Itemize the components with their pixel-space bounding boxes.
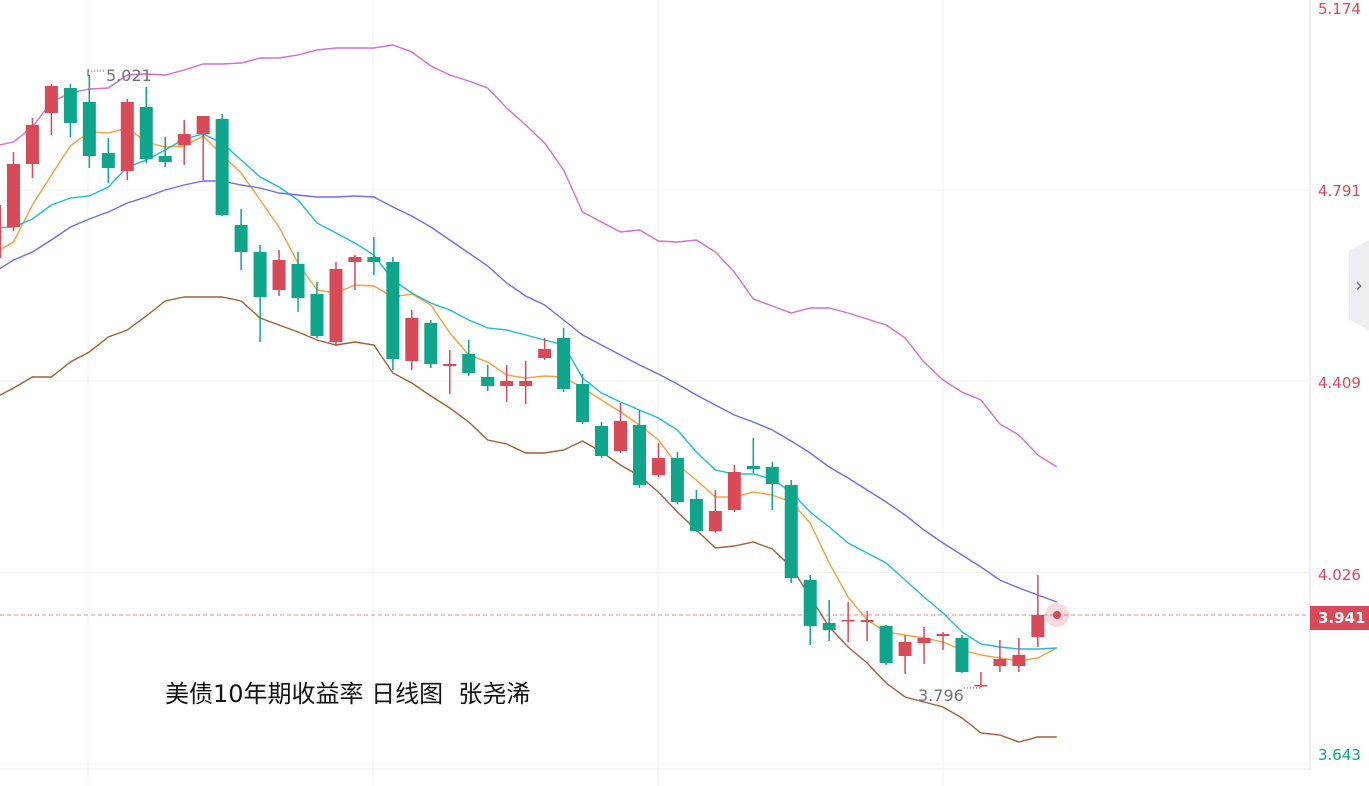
candle-body [386, 262, 400, 359]
candle-body [120, 102, 134, 171]
candlestick-chart [0, 0, 1310, 786]
candle-body [44, 86, 58, 113]
candle-body [803, 580, 817, 626]
candle-body [1012, 655, 1026, 666]
candle-body [689, 499, 703, 531]
candle-body [63, 88, 77, 123]
high-price-label: 5.021 [106, 66, 152, 85]
candle-body [6, 164, 20, 227]
candle-body [196, 116, 210, 134]
candle-body [25, 125, 39, 164]
y-tick-label: 5.174 [1318, 0, 1361, 18]
candle-body [727, 472, 741, 510]
candle-body [614, 421, 628, 451]
candle-body [708, 511, 722, 531]
candle-body [538, 349, 552, 358]
candle-body [898, 642, 912, 656]
y-tick-label: 4.026 [1318, 566, 1361, 584]
candle-body [993, 659, 1007, 666]
current-price-dot [1053, 611, 1061, 619]
candle-body [177, 134, 191, 145]
candle-body [841, 620, 855, 622]
candle-body [367, 257, 381, 262]
line-ma20 [0, 180, 1058, 603]
candle-body [955, 638, 969, 672]
candle-body [632, 425, 646, 485]
candle-body [576, 384, 590, 422]
candle-body [82, 102, 96, 156]
candle-body [1031, 615, 1045, 637]
line-ma10 [0, 133, 1057, 650]
candle-body [974, 685, 988, 687]
candle-body [291, 264, 305, 298]
candle-body [348, 257, 362, 262]
candle-body [481, 377, 495, 386]
candle-body [879, 626, 893, 663]
candle-body [139, 107, 153, 159]
candle-body [101, 153, 115, 168]
candle-body [860, 620, 874, 622]
line-ma5 [0, 127, 1058, 662]
candle-body [234, 225, 248, 252]
line-upper [0, 44, 1058, 468]
candle-body [784, 485, 798, 578]
line-lower [0, 296, 1057, 743]
candle-body [765, 467, 779, 484]
candle-body [746, 466, 760, 469]
low-price-label: 3.796 [918, 686, 964, 705]
candle-body [917, 638, 931, 643]
chart-title: 美债10年期收益率 日线图 张尧浠 [165, 680, 531, 708]
candle-body [272, 260, 286, 290]
candle-body [424, 323, 438, 364]
candle-body [310, 294, 324, 336]
candle-body [405, 318, 419, 361]
expand-panel-chevron-icon[interactable]: › [1349, 240, 1369, 330]
y-tick-label: 4.409 [1318, 374, 1361, 392]
candle-body [329, 269, 343, 342]
candle-body [158, 156, 172, 162]
candle-body [557, 338, 571, 389]
candle-body [443, 364, 457, 366]
y-tick-label: 3.643 [1318, 746, 1361, 764]
candle-body [0, 205, 1, 258]
candle-body [500, 381, 514, 386]
price-axis-border [1309, 0, 1311, 770]
y-tick-label: 4.791 [1318, 182, 1361, 200]
candle-body [462, 354, 476, 373]
current-price-badge: 3.941 [1310, 606, 1369, 630]
candle-body [670, 458, 684, 502]
candle-body [595, 426, 609, 456]
candle-body [936, 634, 950, 636]
candle-body [822, 623, 836, 630]
candle-body [215, 119, 229, 215]
candle-body [519, 381, 533, 386]
candle-body [253, 252, 267, 297]
candle-body [651, 458, 665, 475]
